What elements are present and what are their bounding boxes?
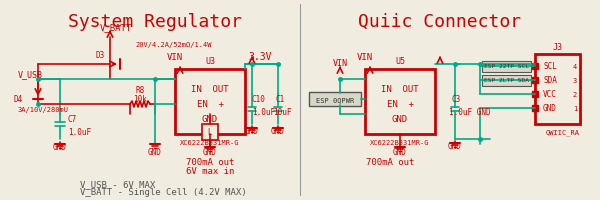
Text: GND: GND — [53, 143, 67, 152]
Text: V_USB: V_USB — [18, 70, 43, 79]
Text: ESP 22TP SCL: ESP 22TP SCL — [484, 64, 529, 69]
Text: 1.0uF GND: 1.0uF GND — [449, 108, 491, 117]
Text: SCL: SCL — [543, 62, 557, 71]
Text: 1: 1 — [573, 105, 577, 111]
Text: L: L — [208, 128, 212, 137]
Bar — [175, 70, 245, 134]
Text: XC6222B331MR-G: XC6222B331MR-G — [370, 139, 430, 145]
Text: C10: C10 — [252, 95, 266, 104]
Text: 3: 3 — [573, 78, 577, 84]
Text: 10uF: 10uF — [273, 108, 292, 117]
Text: 20V/4.2A/52mΩ/1.4W: 20V/4.2A/52mΩ/1.4W — [135, 42, 212, 48]
Text: GND: GND — [543, 104, 557, 113]
Text: GND: GND — [148, 148, 162, 157]
Text: IN  OUT: IN OUT — [191, 85, 229, 94]
Text: GND: GND — [448, 142, 462, 151]
Text: V_BATT - Single Cell (4.2V MAX): V_BATT - Single Cell (4.2V MAX) — [80, 188, 247, 197]
Text: VIN: VIN — [357, 52, 373, 61]
Text: GND: GND — [271, 127, 285, 136]
Text: V_BATT: V_BATT — [100, 23, 132, 32]
Text: 700mA out: 700mA out — [186, 158, 234, 167]
Text: 6V max in: 6V max in — [186, 167, 234, 176]
Text: XC6222B331MR-G: XC6222B331MR-G — [180, 139, 240, 145]
FancyBboxPatch shape — [482, 61, 530, 72]
Text: GND: GND — [202, 115, 218, 124]
Bar — [365, 70, 435, 134]
Text: 4: 4 — [573, 64, 577, 70]
Text: 3.3V: 3.3V — [248, 52, 271, 62]
Text: VCC: VCC — [543, 90, 557, 99]
Text: 2: 2 — [573, 92, 577, 98]
Text: QWIIC_RA: QWIIC_RA — [545, 129, 580, 136]
Text: 1.0uF: 1.0uF — [68, 128, 91, 137]
Text: 1.0uF: 1.0uF — [252, 108, 275, 117]
Text: EN  +: EN + — [386, 100, 413, 109]
Bar — [202, 124, 218, 140]
Text: ESP 0QPWR: ESP 0QPWR — [316, 97, 354, 102]
Text: J3: J3 — [553, 42, 563, 51]
Text: C1: C1 — [275, 95, 284, 104]
FancyBboxPatch shape — [482, 75, 530, 86]
Text: IN  OUT: IN OUT — [381, 85, 419, 94]
Text: ESP 2LTP SDA: ESP 2LTP SDA — [484, 78, 529, 83]
Text: System Regulator: System Regulator — [68, 13, 242, 31]
Text: U3: U3 — [205, 57, 215, 66]
Text: R8: R8 — [136, 86, 145, 95]
Text: 10k: 10k — [133, 95, 147, 104]
Text: SDA: SDA — [543, 76, 557, 85]
Text: GND: GND — [245, 127, 259, 136]
Text: D3: D3 — [95, 50, 104, 59]
Text: C3: C3 — [452, 95, 461, 104]
Text: C7: C7 — [68, 115, 77, 124]
Text: 3A/10V/280mU: 3A/10V/280mU — [18, 106, 69, 112]
Text: GND: GND — [392, 115, 408, 124]
FancyBboxPatch shape — [309, 93, 361, 106]
Text: 700mA out: 700mA out — [366, 158, 414, 167]
Text: VIN: VIN — [332, 59, 347, 68]
Text: VIN: VIN — [167, 52, 183, 61]
Text: GND: GND — [393, 148, 407, 157]
Bar — [535, 55, 580, 124]
Text: U5: U5 — [395, 57, 405, 66]
Text: V_USB - 6V MAX: V_USB - 6V MAX — [80, 180, 155, 189]
Text: Quiic Connector: Quiic Connector — [358, 13, 521, 31]
Text: D4: D4 — [13, 95, 23, 104]
Text: GND: GND — [203, 148, 217, 157]
Text: EN  +: EN + — [197, 100, 223, 109]
